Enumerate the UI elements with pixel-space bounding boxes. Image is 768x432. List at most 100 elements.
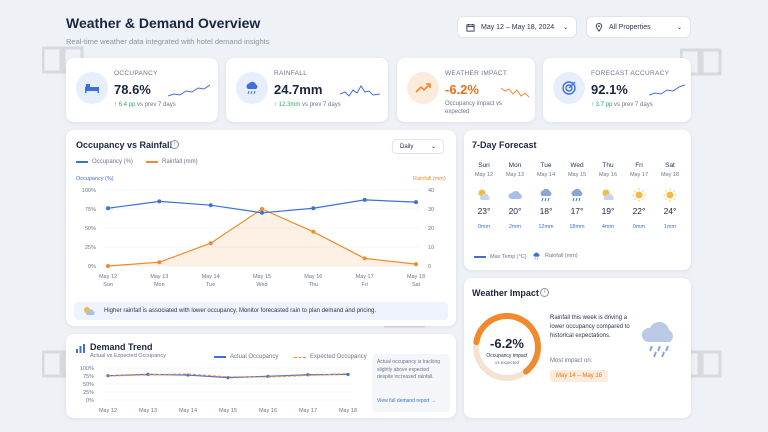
data-point[interactable] [414,200,418,205]
data-point[interactable] [106,264,110,268]
forecast-rain: 18mm [569,224,585,230]
legend-expected: Expected Occupancy [294,354,367,360]
kpi-delta: ↑ 12.3mm vs prev 7 days [274,102,341,108]
y-tick-label: 100% [80,366,94,372]
x-tick-label: May 18 [339,408,357,414]
page-subtitle: Real-time weather data integrated with h… [66,37,270,46]
y-tick-label-right: 30 [428,207,434,213]
forecast-card: 7-Day Forecast Max Temp (°C) Rainfall (m… [464,130,691,270]
forecast-day[interactable]: Sat May 18 24° 1mm [655,162,685,230]
y-tick-label-right: 10 [428,245,434,251]
forecast-day[interactable]: Thu May 16 19° 4mm [593,162,623,230]
forecast-day[interactable]: Tue May 14 18° 12mm [531,162,561,230]
forecast-day[interactable]: Fri May 17 22° 0mm [624,162,654,230]
data-point[interactable] [157,199,162,204]
legend-label: Expected Occupancy [310,354,367,360]
forecast-temp: 18° [539,206,553,216]
sun-icon [624,188,654,202]
date-range-picker[interactable]: May 12 – May 18, 2024 ⌄ [457,16,577,38]
data-point[interactable] [208,203,213,208]
data-point[interactable] [260,210,264,215]
kpi-value: 92.1% [591,82,628,97]
chevron-down-icon: ⌄ [430,144,436,150]
data-point[interactable] [260,207,264,211]
kpi-label: RAINFALL [274,70,308,77]
y-tick-label-right: 40 [428,188,434,194]
data-point[interactable] [157,260,162,265]
demand-report-link[interactable]: View full demand report → [377,398,436,404]
data-point[interactable] [346,372,350,376]
cloud-icon [500,188,530,202]
kpi-delta-value: 6.4 pp [118,102,136,108]
data-point[interactable] [311,206,316,211]
x-tick-sublabel: Sat [412,282,421,288]
legend-occupancy: Occupancy (%) [76,159,133,165]
data-point[interactable] [362,256,367,261]
y-tick-label-right: 20 [428,226,434,232]
data-point[interactable] [208,241,213,246]
data-point[interactable] [414,262,418,267]
data-point[interactable] [106,206,110,211]
forecast-rain: 0mm [477,224,491,230]
forecast-date: May 17 [629,172,649,178]
page-title: Weather & Demand Overview [66,15,261,31]
kpi-card-forecast-accuracy[interactable]: FORECAST ACCURACY 92.1% ↑ 3.7 pp vs prev… [543,58,691,122]
forecast-day[interactable]: Sun May 12 23° 0mm [469,162,499,230]
x-tick-sublabel: Mon [154,282,165,288]
kpi-value: -6.2% [445,82,479,97]
legend-label: Actual Occupancy [230,354,279,360]
info-icon[interactable]: i [170,140,179,149]
kpi-value: 24.7mm [274,82,323,97]
x-tick-label: May 16 [259,408,277,414]
forecast-temp: 19° [601,206,615,216]
arrow-up-icon: ↑ [591,102,594,108]
x-tick-label: May 13 [139,408,157,414]
kpi-delta-value: 12.3mm [278,102,301,108]
demand-note-box: Actual occupancy is tracking slightly ab… [372,354,450,412]
arrow-right-icon: → [430,398,436,404]
sparkline [501,87,529,98]
x-tick-label: May 15 [253,274,271,280]
x-tick-label: May 18 [407,274,425,280]
kpi-delta-text: vs prev 7 days [137,102,176,108]
forecast-rain: 0mm [632,224,646,230]
legend-rainfall: Rainfall (mm) [532,252,578,260]
most-impact-badge: May 14 – May 16 [550,370,609,382]
sun-cloud-icon [84,307,95,315]
x-tick-sublabel: Sun [103,282,113,288]
legend-max-temp: Max Temp (°C) [474,254,527,260]
date-range-label: May 12 – May 18, 2024 [481,23,555,31]
x-tick-label: May 17 [356,274,374,280]
impact-description: Rainfall this week is driving a lower oc… [550,315,630,339]
forecast-rain: 12mm [538,224,554,230]
section-title: Demand Trend [90,342,153,352]
forecast-rain: 4mm [601,224,615,230]
chevron-down-icon: ⌄ [562,24,568,31]
property-label: All Properties [609,23,651,31]
sparkline [168,84,210,97]
y-tick-label: 25% [83,390,94,396]
chevron-down-icon: ⌄ [676,24,682,31]
kpi-delta-text: Occupancy impact vs expected [445,101,503,115]
info-icon[interactable]: i [540,288,549,297]
data-point[interactable] [362,197,367,202]
x-tick-label: May 12 [99,408,117,414]
interval-dropdown[interactable]: Daily ⌄ [392,139,444,154]
kpi-card-weather-impact[interactable]: WEATHER IMPACT -6.2% Occupancy impact vs… [397,58,535,122]
kpi-card-occupancy[interactable]: OCCUPANCY 78.6% ↑ 6.4 pp vs prev 7 days [66,58,218,122]
forecast-day[interactable]: Mon May 13 20° 2mm [500,162,530,230]
property-selector[interactable]: All Properties ⌄ [586,16,691,38]
x-tick-label: May 16 [304,274,322,280]
data-point[interactable] [311,229,316,234]
forecast-day[interactable]: Wed May 15 17° 18mm [562,162,592,230]
forecast-day-label: Mon [508,162,522,169]
kpi-delta: ↑ 3.7 pp vs prev 7 days [591,102,653,108]
sparkline [340,85,380,97]
trend-icon [407,72,439,104]
forecast-date: May 13 [505,172,525,178]
impact-sublabel: vs expected [494,360,519,365]
forecast-temp: 22° [632,206,646,216]
y-tick-label-left: 100% [82,188,96,194]
kpi-card-rainfall[interactable]: RAINFALL 24.7mm ↑ 12.3mm vs prev 7 days [226,58,388,122]
kpi-delta-text: vs prev 7 days [302,102,341,108]
